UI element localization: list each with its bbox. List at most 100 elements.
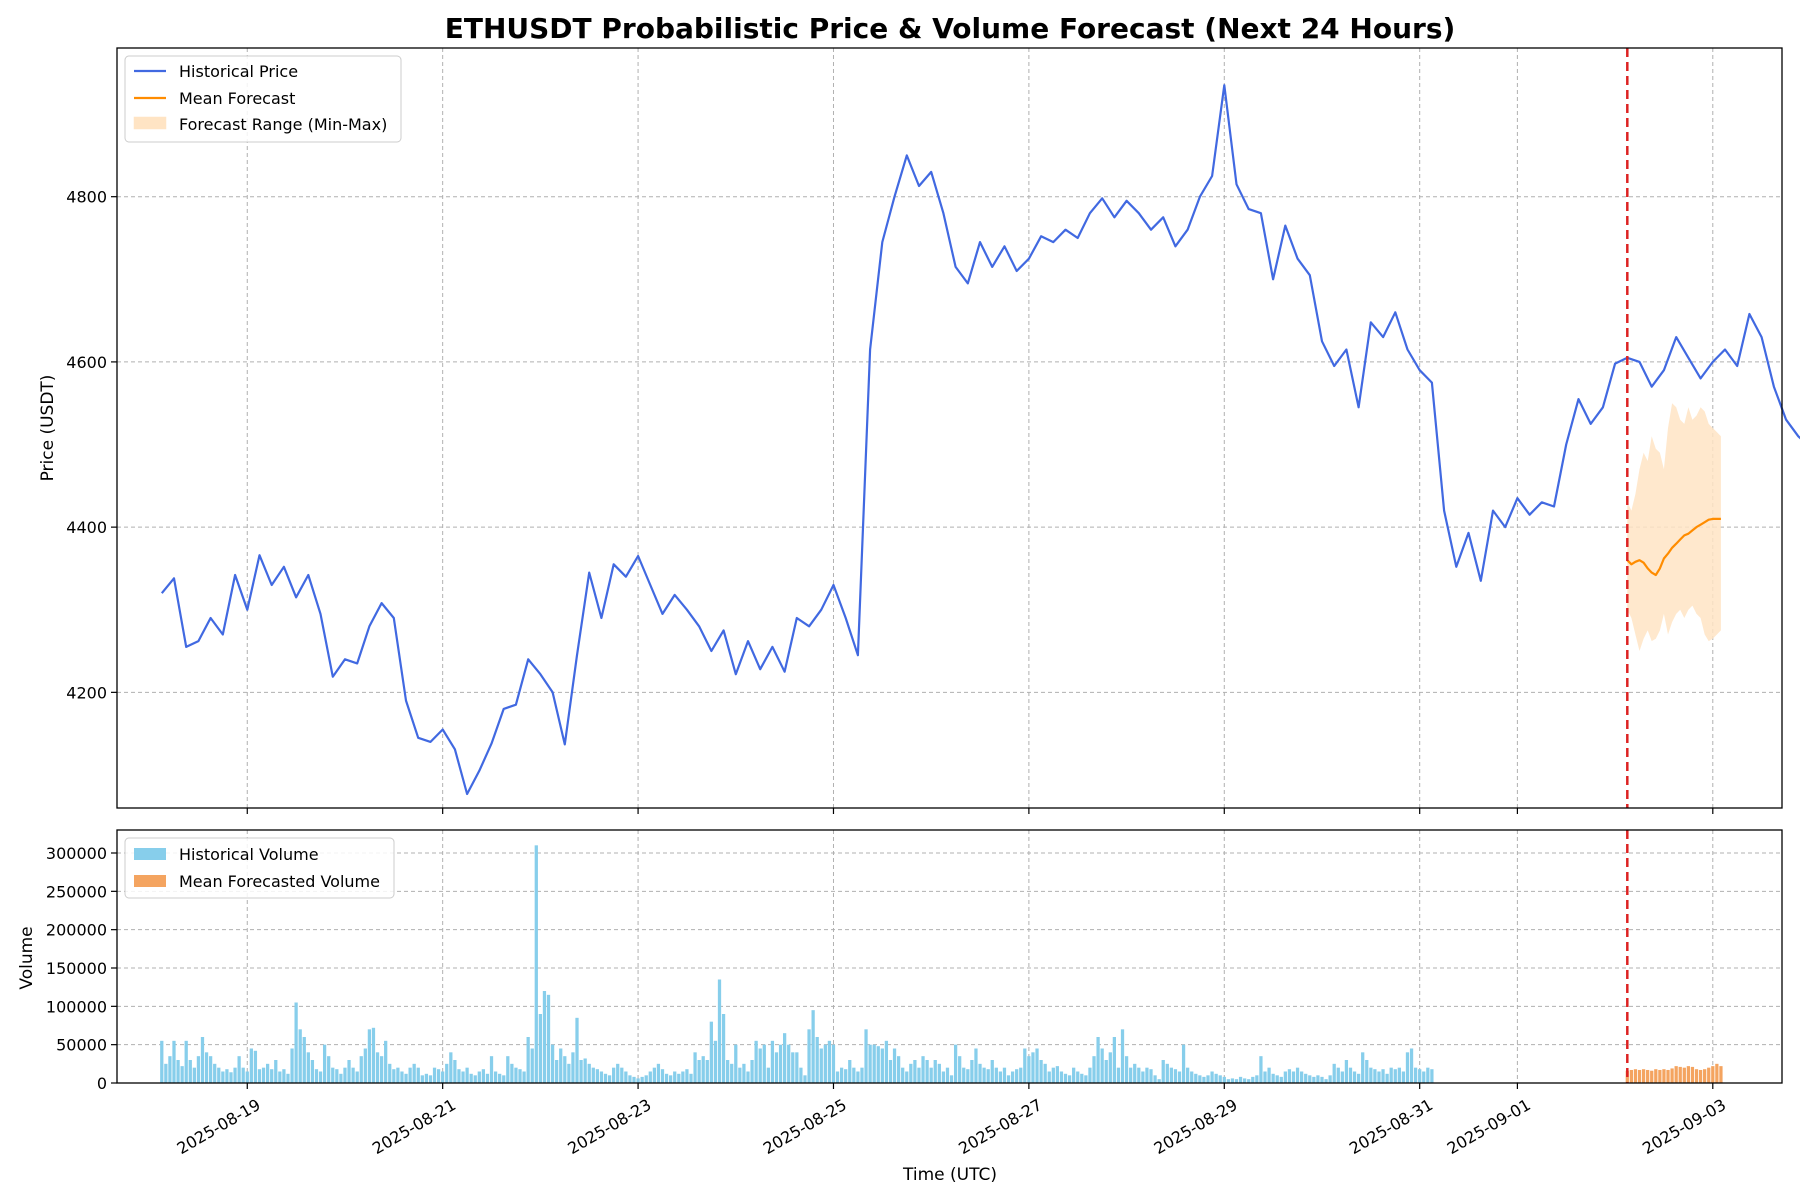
historical-volume-bar	[705, 1060, 709, 1083]
historical-volume-bar	[538, 1014, 543, 1083]
historical-volume-bar	[754, 1040, 758, 1083]
historical-volume-bar	[1324, 1079, 1328, 1083]
historical-volume-bar	[1129, 1067, 1133, 1083]
historical-volume-bar	[388, 1063, 392, 1083]
historical-volume-bar	[909, 1063, 913, 1083]
historical-volume-bar	[1088, 1067, 1092, 1083]
historical-volume-bar	[791, 1052, 795, 1083]
historical-volume-bar	[1397, 1067, 1401, 1083]
historical-volume-bar	[917, 1067, 921, 1083]
historical-volume-bar	[335, 1069, 339, 1083]
volume-legend-box	[124, 837, 395, 899]
historical-volume-bar	[233, 1067, 237, 1083]
historical-volume-bar	[1263, 1071, 1267, 1083]
historical-volume-bar	[453, 1060, 457, 1083]
historical-volume-bar	[1133, 1063, 1137, 1083]
historical-volume-bar	[721, 1014, 726, 1083]
price-y-tick-label: 4200	[66, 683, 107, 702]
historical-volume-bar	[872, 1044, 876, 1083]
historical-volume-bar	[660, 1069, 665, 1083]
historical-volume-bar	[933, 1060, 937, 1083]
historical-volume-bar	[1031, 1052, 1035, 1083]
historical-volume-bar	[1267, 1067, 1271, 1083]
historical-volume-bar	[571, 1052, 575, 1083]
historical-volume-bar	[1063, 1073, 1068, 1083]
historical-volume-bar	[783, 1033, 787, 1083]
historical-volume-bar	[412, 1063, 416, 1083]
historical-volume-bar	[1328, 1075, 1332, 1083]
volume-y-tick-label: 50000	[56, 1036, 107, 1055]
historical-volume-bar	[1080, 1073, 1084, 1083]
historical-volume-bar	[563, 1056, 567, 1083]
historical-volume-bar	[742, 1063, 746, 1083]
historical-volume-bar	[282, 1069, 286, 1083]
historical-volume-bar	[526, 1037, 530, 1083]
forecast-volume-bar	[1654, 1069, 1658, 1083]
historical-volume-bar	[229, 1072, 233, 1083]
historical-volume-bar	[498, 1073, 502, 1083]
historical-volume-bar	[620, 1067, 624, 1083]
forecast-volume-bar	[1670, 1068, 1674, 1083]
historical-volume-bar	[864, 1029, 868, 1083]
legend-historical-volume-label: Historical Volume	[179, 845, 319, 864]
historical-volume-bar	[1300, 1071, 1304, 1083]
price-legend-box	[124, 55, 402, 143]
historical-volume-bar	[318, 1071, 323, 1083]
historical-volume-bar	[1015, 1069, 1019, 1083]
historical-volume-bar	[953, 1044, 958, 1083]
historical-volume-bar	[192, 1067, 196, 1083]
historical-volume-bar	[1389, 1067, 1393, 1083]
historical-volume-bar	[1251, 1076, 1255, 1083]
forecast-volume-bar	[1641, 1069, 1646, 1083]
historical-volume-bar	[811, 1010, 815, 1083]
historical-volume-bar	[685, 1069, 689, 1083]
historical-volume-bar	[274, 1060, 278, 1083]
historical-volume-bar	[184, 1040, 188, 1083]
historical-volume-bar	[1161, 1060, 1165, 1083]
historical-volume-bar	[1104, 1060, 1108, 1083]
historical-volume-bar	[237, 1056, 241, 1083]
historical-volume-bar	[579, 1060, 583, 1083]
forecast-volume-bar	[1707, 1067, 1711, 1083]
historical-volume-bar	[807, 1029, 811, 1083]
forecast-range-band	[1627, 403, 1721, 651]
historical-volume-bar	[253, 1050, 258, 1083]
historical-volume-bar	[636, 1078, 640, 1083]
price-x-ticks	[246, 808, 1714, 814]
legend-forecast-range-swatch	[133, 116, 167, 130]
historical-volume-bar	[815, 1037, 819, 1083]
volume-y-tick-label: 0	[97, 1074, 107, 1093]
historical-volume-bar	[1381, 1069, 1385, 1083]
historical-volume-bar	[778, 1044, 783, 1083]
historical-volume-bar	[880, 1048, 884, 1083]
historical-volume-bar	[359, 1056, 363, 1083]
historical-volume-bar	[1279, 1076, 1283, 1083]
historical-volume-bar	[1124, 1056, 1129, 1083]
historical-volume-bar	[363, 1048, 367, 1083]
historical-volume-bar	[624, 1071, 628, 1083]
historical-volume-bar	[1141, 1071, 1145, 1083]
historical-volume-bar	[1023, 1048, 1027, 1083]
historical-volume-bar	[998, 1071, 1003, 1083]
volume-y-tick-label: 300000	[46, 844, 107, 863]
historical-volume-bar	[404, 1073, 408, 1083]
historical-volume-bar	[384, 1040, 388, 1083]
historical-volume-bar	[1010, 1071, 1015, 1083]
historical-volume-bar	[1430, 1069, 1434, 1083]
historical-volume-bar	[990, 1060, 994, 1083]
historical-volume-bar	[884, 1040, 889, 1083]
historical-volume-bar	[355, 1071, 359, 1083]
historical-volume-bar	[298, 1029, 302, 1083]
historical-volume-bar	[831, 1044, 836, 1083]
historical-volume-bar	[1100, 1048, 1104, 1083]
historical-volume-bar	[278, 1071, 282, 1083]
historical-volume-bar	[750, 1060, 754, 1083]
historical-volume-bar	[436, 1069, 441, 1083]
historical-volume-bar	[310, 1060, 315, 1083]
historical-volume-bar	[1365, 1060, 1369, 1083]
historical-volume-bar	[396, 1067, 400, 1083]
historical-volume-bar	[1051, 1067, 1055, 1083]
historical-volume-bar	[612, 1067, 616, 1083]
historical-volume-bar	[799, 1067, 803, 1083]
historical-volume-bar	[994, 1067, 998, 1083]
